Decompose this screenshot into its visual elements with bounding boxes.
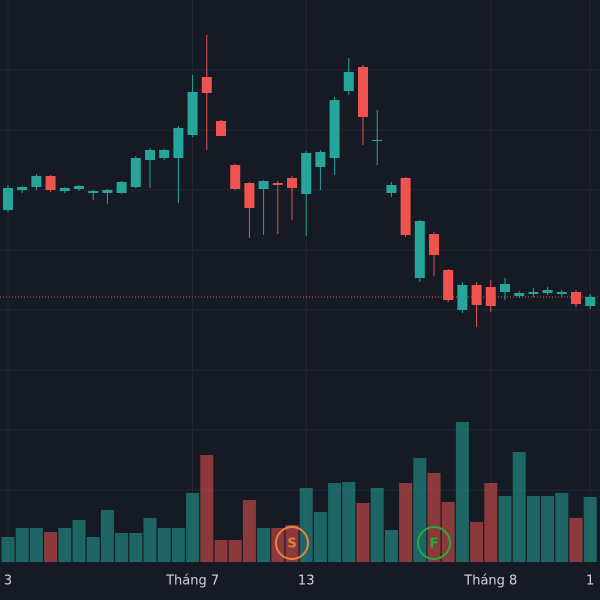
candle-body [528,292,539,294]
candle-body [429,234,439,255]
volume-bar [569,518,583,562]
candle-body [386,185,397,193]
candle-body [500,284,510,292]
candle-body [159,150,170,158]
volume-bar [228,540,242,562]
volume-bar [484,483,498,562]
volume-bar [100,510,114,562]
volume-bar [200,455,214,562]
x-tick-label: Tháng 8 [463,574,517,589]
volume-bar [498,496,512,562]
candle-body [457,285,468,310]
volume-bar [58,528,72,562]
volume-bar [214,540,228,562]
volume-bar [384,530,398,562]
candle-body [485,287,496,306]
volume-bar [512,452,526,562]
candle-body [187,92,198,135]
candle-body [542,290,553,293]
candle-body [571,292,581,304]
volume-bar [526,496,540,562]
candle-body [585,297,596,306]
candle-body [31,176,42,187]
candle-body [414,221,425,278]
candle-body [145,150,155,160]
candle-body [358,67,368,117]
event-label: S [287,537,296,552]
volume-bar [143,518,157,562]
volume-bar [427,473,441,562]
candle-body [116,182,127,193]
volume-bar [342,482,356,562]
candle-body [244,183,255,208]
volume-bar [583,497,597,562]
candle-body [45,176,56,190]
x-tick-label: 3 [4,574,12,589]
volume-bar [328,483,342,562]
grid [0,69,600,491]
volume-bar [441,502,455,562]
candle-body [287,178,297,188]
volume-bar [115,533,129,562]
x-tick-label: 1 [586,574,594,589]
x-tick-label: Tháng 7 [165,574,219,589]
volume-bar [399,483,413,562]
candle-body [3,188,13,210]
candle-body [216,121,226,136]
volume-bar [257,528,271,562]
volume-bar [72,520,86,562]
volume-bar [541,496,555,562]
candle-body [230,165,241,189]
volume-bar [86,537,100,562]
candle-body [74,186,84,189]
volume-bar [157,528,171,562]
candle-body [343,72,354,91]
candle-body [471,285,482,305]
x-tick-label: 13 [298,574,315,589]
event-label: F [430,537,439,552]
candle-body [372,140,383,141]
candle-body [400,178,411,235]
volume-bar [186,493,200,562]
candle-body [258,181,269,189]
candle-body [130,158,141,187]
candle-body [329,100,340,158]
candle-body [301,153,312,194]
candle-body [17,187,28,190]
candle-body [272,183,283,185]
candle-body [102,190,113,193]
candle-body [173,128,184,158]
candle-body [88,191,99,193]
volume-bar [15,528,29,562]
volume-bar [129,533,143,562]
event-marker [275,526,309,560]
volume-bar [470,522,484,562]
candle-body [59,188,70,191]
volume-bar [370,488,384,562]
volume-bar [455,422,469,562]
candle-body [443,270,454,300]
volume-bar [285,525,299,562]
volume-bar [555,493,569,562]
volume-bar [313,512,327,562]
candle-body [201,77,212,93]
volume-bar [44,532,58,562]
candle-body [556,292,567,294]
event-marker [417,526,451,560]
candle-body [514,293,525,296]
volume-bar [356,503,370,562]
volume-bar [242,500,256,562]
volume-bar [413,458,427,562]
volume-bar [1,537,15,562]
volume-bar [29,528,43,562]
volume-bar [299,488,313,562]
candle-body [315,152,326,167]
volume-bar [171,528,185,562]
